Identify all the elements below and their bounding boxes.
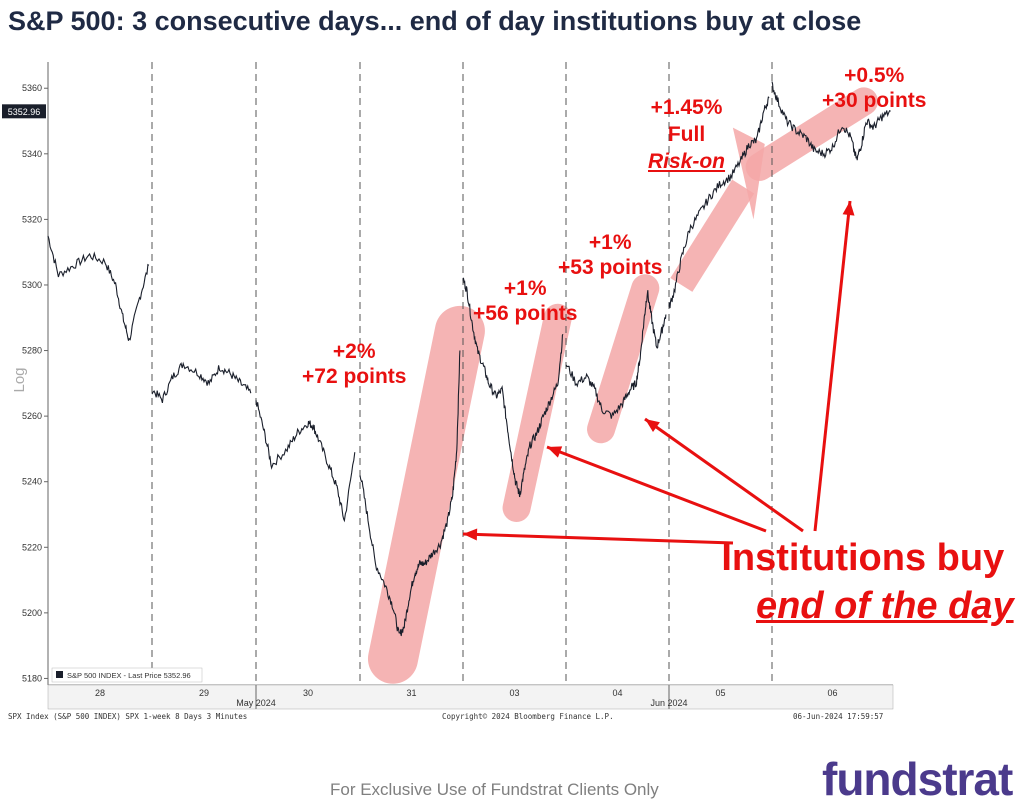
highlight-day4-head bbox=[732, 127, 765, 220]
annotation-arrows bbox=[462, 200, 855, 545]
price-line-day-06 bbox=[771, 81, 891, 161]
price-line-day-30 bbox=[255, 400, 356, 523]
legend-label: S&P 500 INDEX - Last Price 5352.96 bbox=[67, 671, 191, 680]
callout-line2: end of the day bbox=[756, 584, 1014, 627]
price-series bbox=[47, 81, 891, 637]
annotation-day1: +2% +72 points bbox=[302, 340, 406, 390]
y-tick-label: 5200 bbox=[22, 608, 42, 618]
annotation-day2-pts: +56 points bbox=[473, 301, 578, 325]
x-tick-label: 03 bbox=[509, 688, 519, 698]
annotation-day5-pct: +0.5% bbox=[844, 64, 905, 87]
y-tick-label: 5180 bbox=[22, 673, 42, 683]
legend-swatch bbox=[56, 671, 63, 678]
bloomberg-source: SPX Index (S&P 500 INDEX) SPX 1-week 8 D… bbox=[8, 712, 248, 721]
price-line-day-28 bbox=[47, 235, 150, 341]
arrow-to-day1-line bbox=[462, 532, 734, 545]
last-price-label: 5352.96 bbox=[8, 107, 41, 117]
callout-institutions: Institutions buy end of the day bbox=[712, 535, 1014, 630]
price-line-day-04 bbox=[565, 290, 667, 419]
arrow-to-day1-head bbox=[463, 528, 478, 541]
y-tick-label: 5240 bbox=[22, 477, 42, 487]
month-label: May 2024 bbox=[236, 698, 276, 708]
annotation-day2-pct: +1% bbox=[503, 277, 547, 300]
arrow-to-day2-line bbox=[546, 445, 767, 533]
arrow-to-day5-head bbox=[842, 201, 855, 216]
x-tick-label: 30 bbox=[303, 688, 313, 698]
price-line-day-05 bbox=[668, 96, 770, 309]
annotation-day4-riskon: Risk-on bbox=[648, 149, 726, 173]
bloomberg-timestamp: 06-Jun-2024 17:59:57 bbox=[793, 712, 884, 721]
annotation-day1-pts: +72 points bbox=[302, 364, 407, 388]
last-price-tag bbox=[2, 104, 46, 119]
annotation-day4: +1.45% Full Risk-on bbox=[648, 95, 725, 176]
arrow-to-day2-head bbox=[547, 446, 563, 458]
y-tick-label: 5280 bbox=[22, 346, 42, 356]
y-tick-label: 5320 bbox=[22, 214, 42, 224]
y-tick-label: 5340 bbox=[22, 149, 42, 159]
annotation-day5-pts: +30 points bbox=[822, 88, 927, 112]
x-tick-label: 06 bbox=[827, 688, 837, 698]
fundstrat-logo: fundstrat bbox=[822, 753, 1013, 805]
highlight-day5 bbox=[745, 87, 878, 181]
day-dividers bbox=[151, 62, 773, 685]
legend-box bbox=[51, 667, 203, 683]
page-title: S&P 500: 3 consecutive days... end of da… bbox=[8, 6, 862, 36]
chart-axes: 5180 5200 5220 5240 5260 5280 5300 5320 5340 5360… bbox=[2, 62, 894, 710]
annotation-day3-pct: +1% bbox=[588, 231, 632, 254]
y-tick-label: 5360 bbox=[22, 83, 42, 93]
y-tick-label: 5220 bbox=[22, 542, 42, 552]
price-line-day-29 bbox=[151, 361, 252, 404]
price-line-day-03 bbox=[462, 277, 564, 498]
footer-note: For Exclusive Use of Fundstrat Clients O… bbox=[330, 780, 659, 799]
x-axis-band bbox=[47, 684, 894, 710]
y-tick-label: 5300 bbox=[22, 280, 42, 290]
annotation-day2: +1% +56 points bbox=[473, 277, 577, 327]
bloomberg-copyright: Copyright© 2024 Bloomberg Finance L.P. bbox=[442, 712, 614, 721]
y-tick-label: 5260 bbox=[22, 411, 42, 421]
annotation-day3-pts: +53 points bbox=[558, 255, 663, 279]
arrow-to-day3-head bbox=[645, 419, 660, 432]
x-tick-label: 29 bbox=[199, 688, 209, 698]
callout-line1: Institutions buy bbox=[721, 537, 1005, 579]
highlight-day3 bbox=[587, 274, 660, 444]
price-line-day-31 bbox=[359, 350, 461, 637]
annotation-day3: +1% +53 points bbox=[558, 231, 662, 281]
arrow-to-day3-line bbox=[644, 417, 804, 533]
annotation-day4-full: Full bbox=[667, 122, 706, 146]
arrow-to-day5-line bbox=[813, 200, 852, 532]
x-tick-label: 31 bbox=[406, 688, 416, 698]
x-tick-label: 05 bbox=[715, 688, 725, 698]
y-axis-label: Log bbox=[11, 367, 28, 392]
annotation-day4-pct: +1.45% bbox=[650, 96, 723, 119]
month-label: Jun 2024 bbox=[650, 698, 687, 708]
highlight-day4-shaft bbox=[670, 179, 755, 292]
highlight-day1 bbox=[367, 305, 485, 684]
annotation-day1-pct: +2% bbox=[332, 340, 376, 363]
x-tick-label: 04 bbox=[612, 688, 622, 698]
annotation-day5: +0.5% +30 points bbox=[822, 64, 926, 114]
x-tick-label: 28 bbox=[95, 688, 105, 698]
